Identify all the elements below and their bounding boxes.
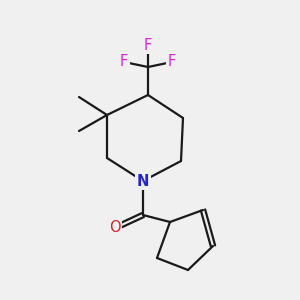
Text: N: N [137,173,149,188]
Text: O: O [109,220,121,236]
Text: F: F [168,55,176,70]
Text: F: F [120,55,128,70]
Text: F: F [144,38,152,52]
